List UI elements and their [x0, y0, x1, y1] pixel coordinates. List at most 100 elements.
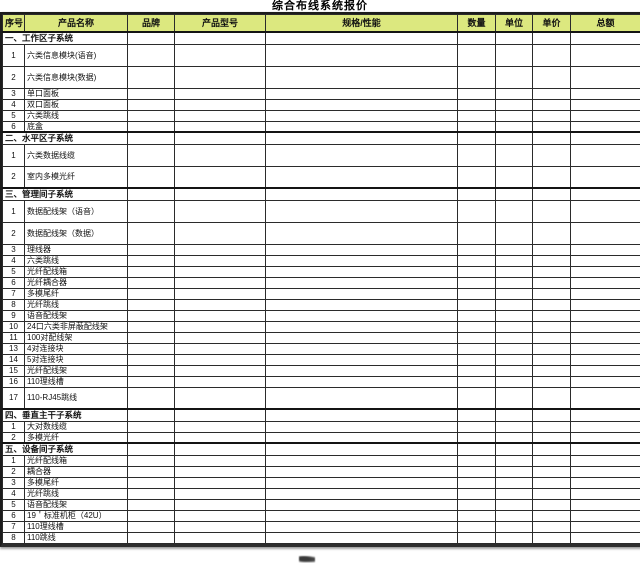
cell-spec — [265, 342, 458, 355]
cell-price — [532, 120, 571, 133]
cell-unit — [495, 43, 533, 67]
cell-model — [174, 375, 266, 388]
cell-brand — [127, 143, 175, 167]
cell-product-name: 110-RJ45跳线 — [24, 386, 128, 410]
cell-price — [532, 420, 571, 433]
cell-product-name: 光纤配线箱 — [24, 454, 128, 467]
cell-product-name: 多模尾纤 — [24, 476, 128, 489]
cell-brand — [127, 465, 175, 478]
cell-model — [174, 31, 266, 45]
cell-qty — [457, 120, 496, 133]
column-header-price: 单价 — [532, 14, 571, 33]
cell-no: 5 — [2, 109, 25, 122]
cell-brand — [127, 408, 175, 422]
cell-model — [174, 287, 266, 300]
cell-unit — [495, 87, 533, 100]
cell-no: 1 — [2, 420, 25, 433]
cell-product-name: 底盒 — [24, 120, 128, 133]
cell-price — [532, 298, 571, 311]
cell-qty — [457, 243, 496, 256]
cell-qty — [457, 98, 496, 111]
cell-price — [532, 221, 571, 245]
cell-unit — [495, 498, 533, 511]
cell-qty — [457, 187, 496, 201]
cell-price — [532, 487, 571, 500]
cell-spec — [265, 353, 458, 366]
cell-no: 2 — [2, 431, 25, 444]
cell-product-name: 语音配线架 — [24, 498, 128, 511]
cell-product-name: 19＇标准机柜（42U） — [24, 509, 128, 522]
cell-qty — [457, 520, 496, 533]
cell-spec — [265, 420, 458, 433]
cell-unit — [495, 331, 533, 344]
cell-qty — [457, 408, 496, 422]
cell-brand — [127, 221, 175, 245]
cell-total — [570, 520, 640, 533]
cell-total — [570, 109, 640, 122]
cell-no: 5 — [2, 265, 25, 278]
cell-qty — [457, 531, 496, 544]
cell-qty — [457, 331, 496, 344]
cell-spec — [265, 143, 458, 167]
cell-qty — [457, 298, 496, 311]
cell-no: 4 — [2, 98, 25, 111]
cell-model — [174, 276, 266, 289]
section-row: 五、设备间子系统 — [2, 442, 640, 456]
cell-price — [532, 165, 571, 189]
cell-no: 1 — [2, 454, 25, 467]
cell-brand — [127, 109, 175, 122]
cell-product-name: 光纤配线箱 — [24, 265, 128, 278]
cell-model — [174, 87, 266, 100]
cell-model — [174, 353, 266, 366]
table-row: 15 光纤配线架 — [2, 364, 640, 377]
cell-unit — [495, 199, 533, 223]
column-header-model: 产品型号 — [174, 14, 266, 33]
cell-no: 2 — [2, 65, 25, 89]
table-row: 2 六类信息模块(数据) — [2, 65, 640, 89]
cell-spec — [265, 109, 458, 122]
cell-model — [174, 509, 266, 522]
cell-brand — [127, 276, 175, 289]
table-row: 1 六类信息模块(语音) — [2, 43, 640, 67]
cell-qty — [457, 431, 496, 444]
cell-product-name: 六类信息模块(语音) — [24, 43, 128, 67]
cell-total — [570, 331, 640, 344]
cell-unit — [495, 309, 533, 322]
cell-spec — [265, 442, 458, 456]
cell-price — [532, 342, 571, 355]
cell-product-name: 4对连接块 — [24, 342, 128, 355]
cell-total — [570, 43, 640, 67]
table-row: 2 室内多模光纤 — [2, 165, 640, 189]
cell-brand — [127, 131, 175, 145]
cell-unit — [495, 420, 533, 433]
cell-spec — [265, 199, 458, 223]
cell-total — [570, 364, 640, 377]
cell-brand — [127, 199, 175, 223]
cell-total — [570, 454, 640, 467]
cell-no: 1 — [2, 199, 25, 223]
cell-product-name: 六类信息模块(数据) — [24, 65, 128, 89]
cell-price — [532, 454, 571, 467]
section-row: 二、水平区子系统 — [2, 131, 640, 145]
cell-brand — [127, 298, 175, 311]
table-row: 6 底盒 — [2, 120, 640, 133]
cell-total — [570, 420, 640, 433]
cell-total — [570, 165, 640, 189]
cell-price — [532, 87, 571, 100]
cell-brand — [127, 498, 175, 511]
cell-price — [532, 375, 571, 388]
cell-unit — [495, 254, 533, 267]
table-row: 7 多模尾纤 — [2, 287, 640, 300]
cell-qty — [457, 65, 496, 89]
cell-qty — [457, 342, 496, 355]
cell-brand — [127, 31, 175, 45]
cell-price — [532, 109, 571, 122]
cell-no: 7 — [2, 520, 25, 533]
cell-unit — [495, 320, 533, 333]
cell-unit — [495, 531, 533, 544]
table-row: 4 光纤跳线 — [2, 487, 640, 500]
column-header-spec: 规格/性能 — [265, 14, 458, 33]
cell-brand — [127, 254, 175, 267]
cell-product-name: 六类数据线缆 — [24, 143, 128, 167]
cell-total — [570, 342, 640, 355]
